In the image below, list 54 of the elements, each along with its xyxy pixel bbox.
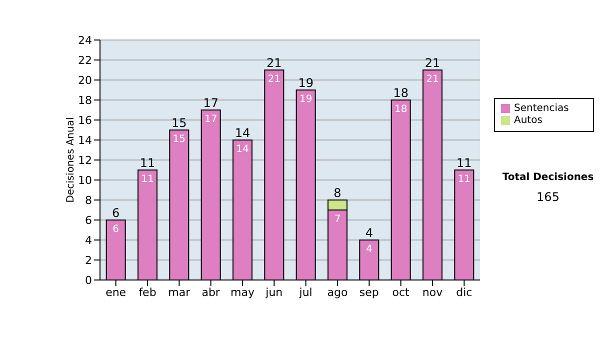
x-tick-label: may: [230, 286, 255, 299]
x-tick-label: mar: [168, 286, 191, 299]
y-axis-title: Decisiones Anual: [66, 117, 77, 203]
x-tick-label: ene: [106, 286, 126, 299]
total-label: 8: [334, 186, 342, 200]
x-tick-label: oct: [392, 286, 410, 299]
y-tick-label: 18: [78, 94, 92, 107]
data-label: 19: [299, 94, 312, 105]
total-label: 14: [234, 126, 250, 140]
total-label: 6: [112, 206, 120, 220]
data-label: 21: [426, 74, 439, 85]
total-label: 21: [424, 56, 440, 70]
total-label: 11: [140, 156, 156, 170]
data-label: 14: [236, 144, 249, 155]
y-tick-label: 20: [78, 74, 92, 87]
total-label: 15: [172, 116, 187, 130]
data-label: 6: [112, 224, 120, 235]
data-label: 21: [268, 74, 281, 85]
data-label: 17: [204, 114, 218, 125]
legend-label: Sentencias: [514, 103, 569, 114]
y-tick-label: 6: [85, 214, 92, 227]
y-tick-label: 4: [85, 234, 92, 247]
x-tick-label: nov: [422, 286, 444, 299]
y-tick-label: 24: [78, 34, 92, 47]
x-tick-label: feb: [138, 286, 156, 299]
total-label: 18: [393, 86, 408, 100]
data-label: 7: [334, 214, 341, 225]
data-label: 11: [458, 174, 471, 185]
data-label: 18: [394, 104, 408, 115]
y-tick-label: 10: [78, 174, 92, 187]
total-label: 4: [365, 226, 373, 240]
y-tick-label: 14: [78, 134, 92, 147]
text: 165: [536, 190, 560, 204]
x-tick-label: abr: [202, 286, 220, 299]
total-label: 19: [298, 76, 314, 90]
x-tick-label: dic: [456, 286, 472, 299]
x-tick-label: jun: [264, 286, 283, 299]
total-label: 21: [266, 56, 282, 70]
data-label: 15: [172, 134, 186, 145]
x-tick-label: ago: [327, 286, 348, 299]
total-label: 17: [203, 96, 218, 110]
y-tick-label: 12: [78, 154, 92, 167]
data-label: 11: [141, 174, 154, 185]
y-tick-label: 8: [85, 194, 92, 207]
y-tick-label: 0: [85, 274, 92, 287]
x-tick-label: sep: [359, 286, 379, 299]
y-tick-label: 2: [85, 254, 92, 267]
legend-label: Autos: [514, 115, 542, 126]
text: Total Decisiones: [501, 172, 595, 183]
data-label: 4: [366, 244, 372, 255]
total-label: 11: [456, 156, 472, 170]
y-tick-label: 16: [78, 114, 92, 127]
y-tick-label: 22: [78, 54, 92, 67]
x-tick-label: jul: [298, 286, 312, 299]
